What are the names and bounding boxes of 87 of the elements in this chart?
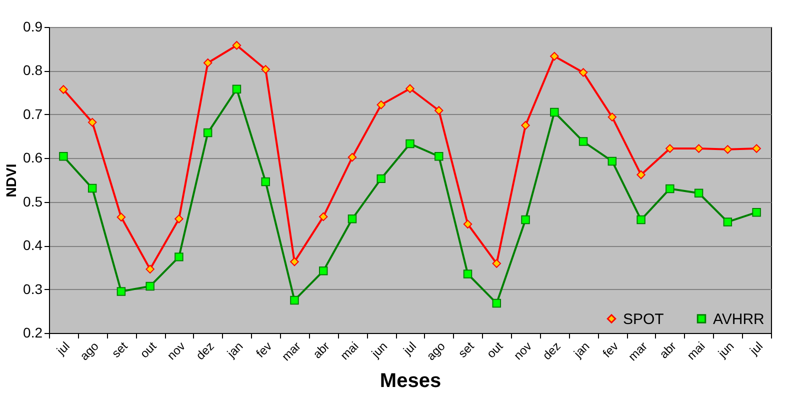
x-tick-label: nov bbox=[164, 339, 188, 363]
y-tick-label: 0.9 bbox=[23, 18, 43, 34]
point bbox=[146, 264, 154, 274]
x-tick-label: mai bbox=[338, 339, 362, 363]
x-tick-label: dez bbox=[193, 339, 217, 363]
point bbox=[146, 282, 154, 291]
point bbox=[636, 170, 646, 180]
point bbox=[694, 188, 704, 198]
point bbox=[318, 212, 328, 222]
x-tick-label: abr bbox=[656, 339, 679, 362]
x-tick-label: jun bbox=[368, 339, 390, 362]
point bbox=[174, 252, 184, 262]
point bbox=[116, 212, 126, 222]
x-tick-label: jul bbox=[746, 339, 766, 358]
x-tick-label: mai bbox=[684, 339, 708, 363]
x-tick-label: jan bbox=[570, 339, 592, 362]
point bbox=[434, 152, 444, 161]
point bbox=[694, 144, 704, 153]
legend-label: AVHRR bbox=[713, 310, 765, 328]
point bbox=[261, 177, 270, 186]
x-tick-label: jul bbox=[53, 339, 72, 358]
point bbox=[608, 156, 617, 166]
point bbox=[203, 128, 212, 138]
point bbox=[203, 58, 212, 68]
point bbox=[232, 40, 242, 50]
y-tick-label: 0.7 bbox=[23, 106, 43, 122]
y-tick-label: 0.8 bbox=[23, 62, 43, 78]
point bbox=[59, 85, 68, 94]
point bbox=[666, 144, 674, 153]
x-tick-label: fev bbox=[600, 339, 622, 360]
point bbox=[406, 84, 414, 94]
point bbox=[550, 108, 559, 117]
y-tick-label: 0.5 bbox=[23, 193, 43, 210]
point bbox=[434, 106, 444, 115]
y-tick-label: 0.6 bbox=[23, 150, 43, 166]
point bbox=[348, 152, 357, 162]
point bbox=[521, 215, 530, 224]
x-tick-label: mar bbox=[278, 339, 304, 364]
x-tick-label: abr bbox=[310, 339, 332, 362]
point bbox=[550, 52, 559, 61]
point bbox=[666, 184, 674, 194]
x-tick-label: mar bbox=[626, 339, 650, 364]
x-tick-label: ago bbox=[77, 338, 102, 364]
point bbox=[376, 100, 386, 110]
point bbox=[406, 139, 414, 148]
point bbox=[578, 68, 588, 77]
x-tick-label: jul bbox=[400, 339, 419, 358]
x-tick-label: jan bbox=[224, 339, 246, 362]
point bbox=[174, 214, 184, 224]
point bbox=[723, 218, 732, 226]
x-tick-label: dez bbox=[540, 339, 564, 363]
legend-label: SPOT bbox=[623, 310, 664, 328]
point bbox=[492, 298, 502, 308]
y-tick-label: 0.2 bbox=[23, 324, 43, 340]
point bbox=[636, 215, 646, 224]
point bbox=[318, 266, 328, 276]
point bbox=[116, 287, 126, 296]
point bbox=[463, 220, 472, 229]
x-tick-label: set bbox=[108, 338, 131, 360]
point bbox=[290, 257, 299, 266]
point bbox=[232, 84, 242, 94]
point bbox=[290, 296, 299, 305]
point bbox=[752, 144, 761, 153]
point bbox=[376, 174, 386, 184]
point bbox=[608, 112, 617, 122]
point bbox=[88, 184, 97, 193]
x-tick-label: out bbox=[137, 338, 160, 361]
x-tick-label: ago bbox=[424, 338, 448, 364]
point bbox=[261, 65, 270, 74]
point bbox=[578, 137, 588, 146]
point bbox=[59, 152, 68, 161]
point bbox=[521, 120, 530, 130]
x-tick-label: nov bbox=[510, 339, 535, 363]
x-tick-label: out bbox=[484, 338, 506, 361]
point bbox=[463, 270, 472, 278]
point bbox=[88, 118, 97, 127]
x-tick-label: set bbox=[456, 338, 478, 360]
point bbox=[492, 259, 502, 268]
point bbox=[752, 208, 761, 217]
y-tick-label: 0.3 bbox=[23, 280, 43, 297]
y-axis-title: NDVI bbox=[3, 164, 20, 198]
x-axis-title: Meses bbox=[380, 370, 442, 392]
y-tick-label: 0.4 bbox=[23, 237, 43, 254]
point bbox=[723, 145, 732, 154]
x-tick-label: jun bbox=[714, 339, 737, 362]
point bbox=[348, 214, 357, 224]
x-tick-label: fev bbox=[253, 339, 275, 360]
